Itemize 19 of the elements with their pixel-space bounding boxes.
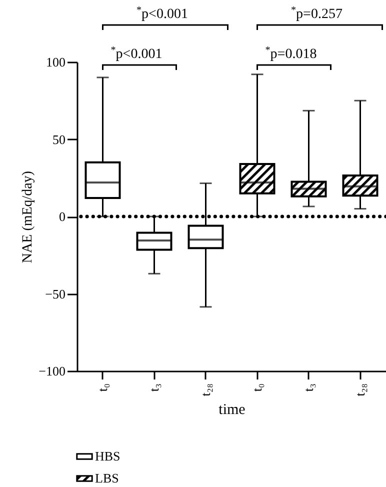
y-tick-label: 0	[59, 209, 66, 224]
text: $^{*}$p=0.018	[265, 44, 317, 62]
y-tick-label: −100	[38, 364, 66, 378]
legend-label: HBS	[95, 448, 120, 464]
text: $^{*}$p<0.001	[136, 4, 188, 22]
x-tick-label: t₃	[146, 384, 162, 392]
text: $^{*}$p<0.001	[110, 44, 162, 62]
x-axis-title: time	[218, 402, 246, 418]
x-tick-label: t₀	[94, 384, 110, 392]
text: $^{*}$p=0.257	[291, 4, 342, 22]
x-tick-label: t₃	[300, 384, 316, 392]
y-axis-title: NAE (mEq/day)	[20, 170, 36, 264]
x-tick-label: t₂₈	[352, 384, 368, 396]
y-tick-label: −50	[45, 286, 66, 302]
x-tick-label: t₀	[249, 384, 264, 392]
y-tick-label: 100	[46, 54, 66, 70]
y-tick-label: 50	[52, 132, 66, 147]
legend-label: LBS	[95, 470, 119, 486]
x-tick-label: t₂₈	[198, 384, 213, 396]
